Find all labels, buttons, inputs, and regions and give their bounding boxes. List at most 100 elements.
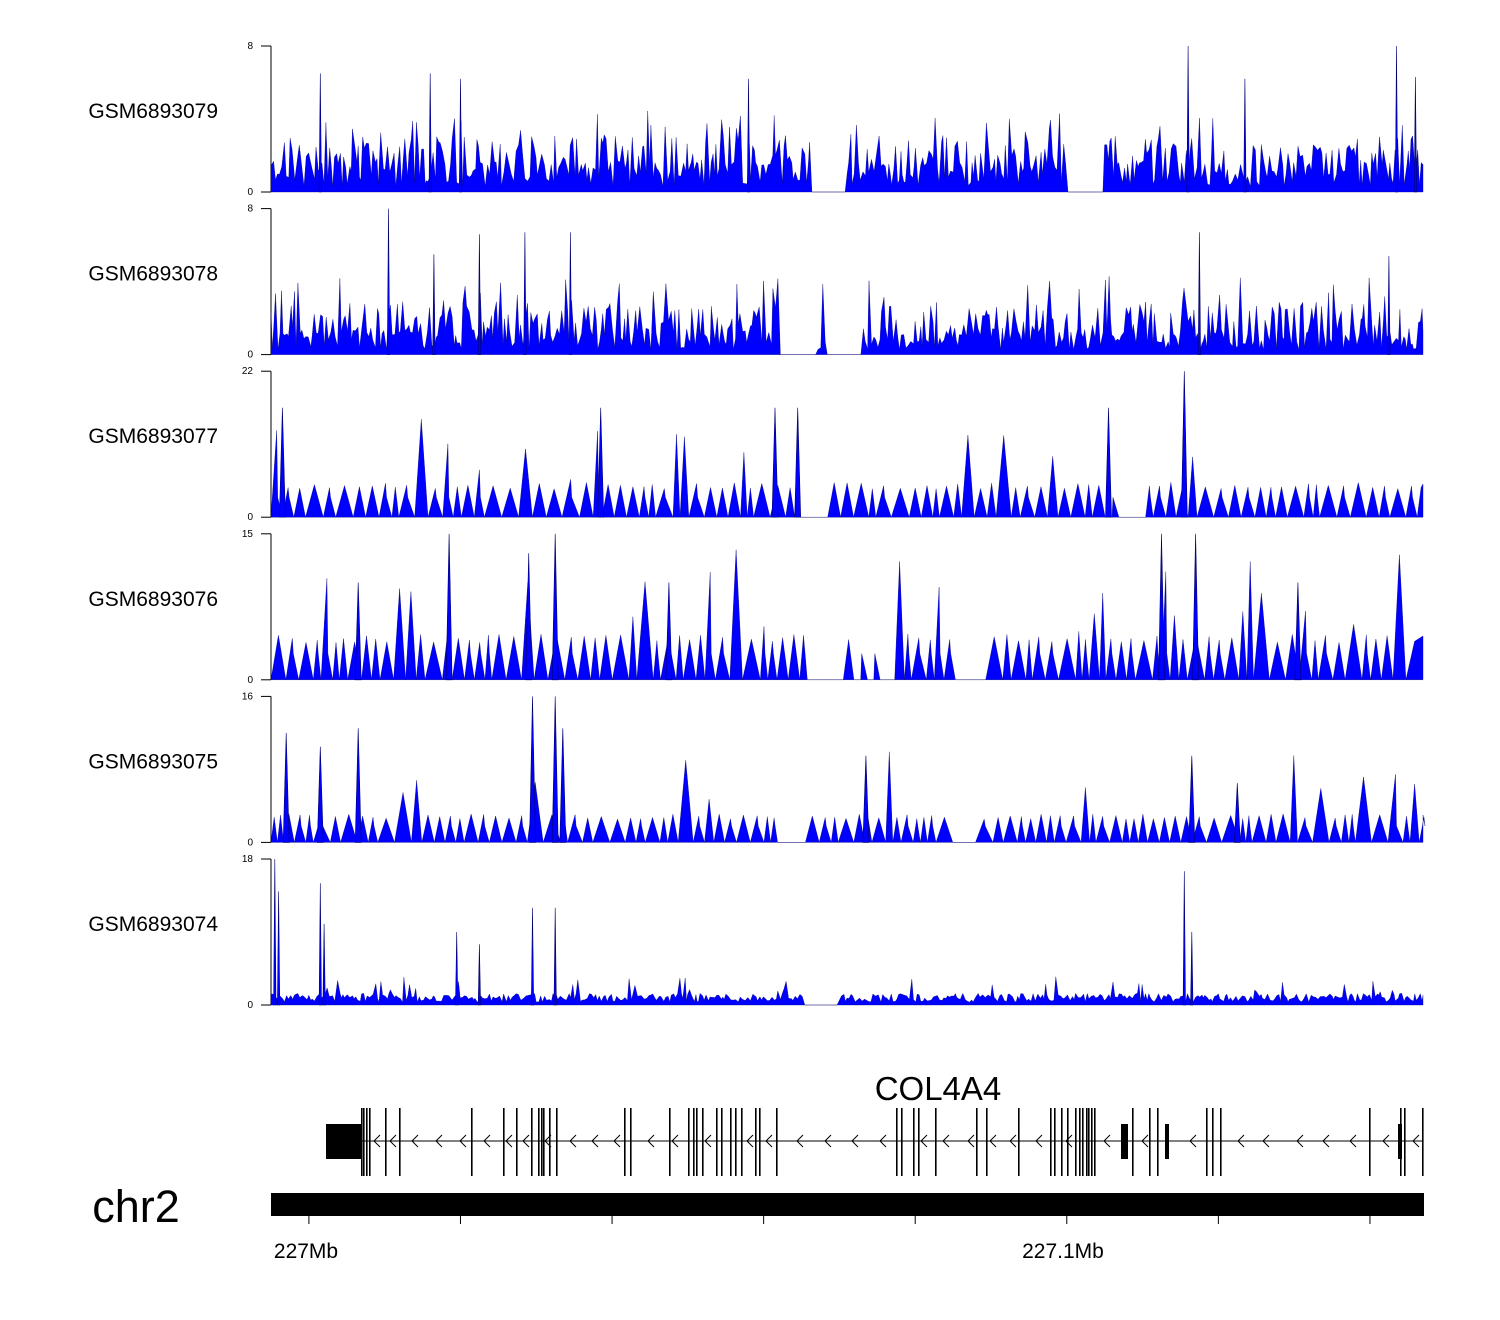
y-tick-label-zero: 0: [247, 512, 253, 523]
exon-15: [624, 1108, 626, 1176]
coverage-area: [270, 549, 1424, 680]
track-label: GSM6893078: [88, 263, 218, 286]
exon-14: [556, 1108, 558, 1176]
axis-ticks: [308, 1216, 1371, 1224]
exon-3: [369, 1108, 371, 1176]
exon-wide-2: [1165, 1124, 1169, 1159]
peak-2: [771, 407, 779, 518]
strand-arrow-30: [1189, 1134, 1197, 1148]
strand-arrow-26: [1035, 1134, 1043, 1148]
axis-label-227-1mb: 227.1Mb: [1022, 1240, 1104, 1263]
strand-arrow-1: [389, 1134, 397, 1148]
exon-44: [1082, 1108, 1084, 1176]
strand-arrow-14: [704, 1134, 712, 1148]
strand-arrow-24: [989, 1134, 997, 1148]
exon-48: [1094, 1108, 1096, 1176]
strand-arrow-7: [522, 1134, 530, 1148]
exon-49: [1132, 1108, 1134, 1176]
ideogram-bar: [271, 1193, 1424, 1216]
peak-4: [551, 696, 559, 843]
strand-arrow-37: [1412, 1134, 1420, 1148]
exon-57: [1404, 1108, 1406, 1176]
exon-35: [976, 1108, 978, 1176]
peak-3: [529, 696, 536, 843]
peak-0: [273, 858, 277, 1006]
peak-9: [1190, 931, 1194, 1006]
strand-arrow-19: [851, 1134, 859, 1148]
exon-12: [543, 1108, 545, 1176]
strand-arrow-15: [746, 1134, 754, 1148]
strand-arrow-36: [1382, 1134, 1390, 1148]
exon-27: [755, 1108, 757, 1176]
strand-arrow-23: [967, 1134, 975, 1148]
track-label: GSM6893075: [88, 750, 218, 773]
track-GSM6893078: GSM6893078 8 0: [88, 204, 1424, 361]
peak-3: [322, 923, 326, 1006]
y-tick-label-zero: 0: [247, 350, 253, 361]
exon-40: [1061, 1108, 1063, 1176]
peak-0: [354, 582, 362, 681]
strand-arrow-35: [1349, 1134, 1357, 1148]
exon-16: [630, 1108, 632, 1176]
exon-6: [471, 1108, 473, 1176]
y-tick-label-max: 18: [242, 854, 254, 865]
peak-0: [279, 407, 286, 518]
exon-utr-3prime: [326, 1124, 362, 1159]
strand-arrow-21: [920, 1134, 928, 1148]
coverage-area: [270, 110, 1424, 193]
exon-19: [693, 1108, 695, 1176]
strand-arrow-10: [591, 1134, 599, 1148]
peak-5: [477, 944, 481, 1006]
exon-10: [538, 1108, 540, 1176]
exon-9: [531, 1108, 533, 1176]
peak-2: [458, 78, 463, 193]
peak-5: [1158, 533, 1165, 681]
coverage-area: [270, 276, 1424, 355]
exon-wide-3: [1398, 1124, 1402, 1159]
exon-33: [918, 1108, 920, 1176]
y-tick-label-max: 8: [247, 204, 253, 215]
peak-5: [1243, 78, 1247, 193]
exon-39: [1054, 1108, 1056, 1176]
strand-arrow-5: [483, 1134, 491, 1148]
peak-6: [1192, 533, 1199, 681]
exon-31: [901, 1108, 903, 1176]
exon-13: [549, 1108, 551, 1176]
exon-41: [1067, 1108, 1069, 1176]
exon-58: [1422, 1108, 1424, 1176]
exon-55: [1369, 1108, 1371, 1176]
peak-4: [568, 232, 572, 355]
y-tick-label-max: 22: [242, 366, 254, 377]
peak-6: [1387, 256, 1391, 355]
strand-arrow-13: [671, 1134, 679, 1148]
exon-50: [1149, 1108, 1151, 1176]
peak-3: [794, 407, 802, 518]
exon-37: [1018, 1108, 1020, 1176]
exon-29: [776, 1108, 778, 1176]
gene-exons: [326, 1108, 1424, 1176]
exon-21: [702, 1108, 704, 1176]
y-tick-label-zero: 0: [247, 675, 253, 686]
peak-2: [318, 883, 322, 1006]
exon-1: [363, 1108, 365, 1176]
exon-26: [741, 1108, 743, 1176]
strand-arrow-3: [435, 1134, 443, 1148]
exon-22: [716, 1108, 718, 1176]
exon-17: [669, 1108, 671, 1176]
peak-1: [445, 533, 453, 681]
exon-25: [735, 1108, 737, 1176]
exon-24: [730, 1108, 732, 1176]
peak-2: [477, 234, 481, 355]
exon-2: [366, 1108, 368, 1176]
peak-7: [1294, 582, 1302, 681]
y-tick-label-zero: 0: [247, 1000, 253, 1011]
exon-47: [1091, 1108, 1093, 1176]
strand-arrow-17: [796, 1134, 804, 1148]
exon-5: [399, 1108, 401, 1176]
peak-0: [282, 732, 290, 843]
peak-5: [1197, 232, 1201, 355]
peak-3: [746, 78, 751, 193]
strand-arrow-27: [1065, 1134, 1073, 1148]
y-tick-label-zero: 0: [247, 187, 253, 198]
exon-54: [1220, 1108, 1222, 1176]
